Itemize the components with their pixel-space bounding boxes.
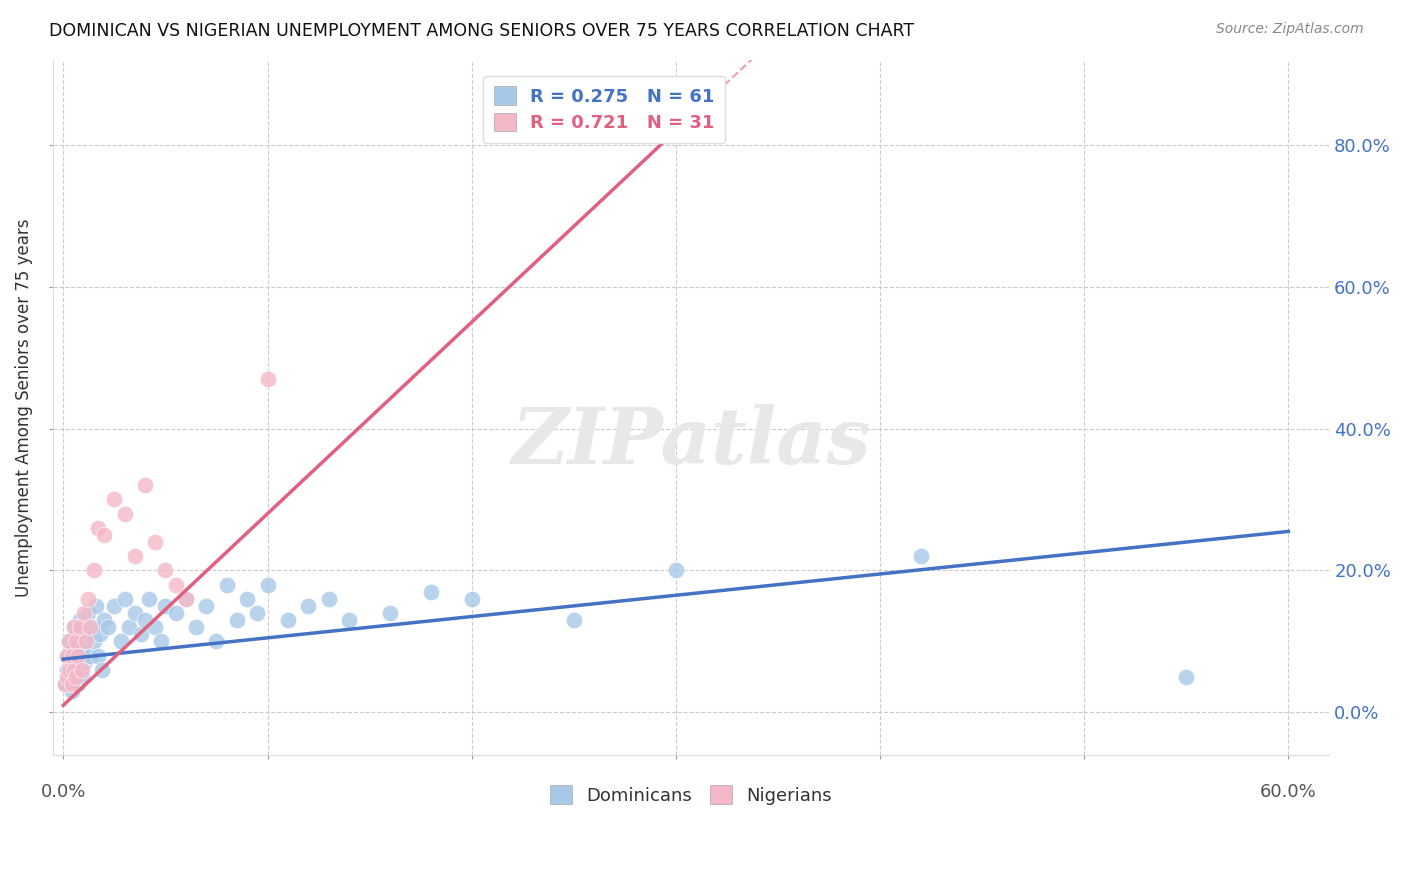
Point [87,648,110,663]
Point [134,478,156,492]
Point [84,599,107,613]
Point [87,521,110,535]
Point [93,613,115,627]
Point [165,577,187,591]
Point [60,677,83,691]
Point [58,663,80,677]
Point [256,577,278,591]
Point [124,606,146,620]
Point [69,634,91,648]
Legend: Dominicans, Nigerians: Dominicans, Nigerians [540,774,842,815]
Point [56,663,79,677]
Point [69,620,91,634]
Point [69,613,91,627]
Point [56,670,79,684]
Text: 60.0%: 60.0% [1260,783,1317,801]
Point [318,591,340,606]
Point [118,620,141,634]
Point [236,591,259,606]
Point [62,641,84,656]
Point [165,606,187,620]
Point [114,591,136,606]
Point [277,613,299,627]
Point [460,591,482,606]
Point [75,627,97,641]
Point [256,372,278,386]
Text: ZIPatlas: ZIPatlas [512,404,870,480]
Point [56,648,79,663]
Point [124,549,146,564]
Point [215,577,238,591]
Point [66,648,89,663]
Point [143,535,166,549]
Point [337,613,360,627]
Point [174,591,197,606]
Point [76,606,98,620]
Point [58,634,80,648]
Point [73,606,96,620]
Point [1175,670,1198,684]
Point [58,670,80,684]
Point [83,634,105,648]
Point [155,599,177,613]
Point [143,620,166,634]
Point [65,634,87,648]
Point [62,620,84,634]
Point [110,634,132,648]
Y-axis label: Unemployment Among Seniors over 75 years: Unemployment Among Seniors over 75 years [15,218,32,597]
Point [79,648,101,663]
Text: 0.0%: 0.0% [41,783,86,801]
Point [80,620,103,634]
Point [76,591,98,606]
Point [60,648,83,663]
Point [56,648,79,663]
Point [62,620,84,634]
Point [58,634,80,648]
Point [55,677,77,691]
Point [184,620,207,634]
Point [73,656,96,670]
Point [65,627,87,641]
Point [195,599,218,613]
Point [70,641,93,656]
Point [665,123,688,137]
Text: DOMINICAN VS NIGERIAN UNEMPLOYMENT AMONG SENIORS OVER 75 YEARS CORRELATION CHART: DOMINICAN VS NIGERIAN UNEMPLOYMENT AMONG… [49,22,914,40]
Point [60,656,83,670]
Point [66,677,89,691]
Point [297,599,319,613]
Point [205,634,228,648]
Point [134,613,156,627]
Point [419,584,441,599]
Point [225,613,247,627]
Point [174,591,197,606]
Text: Source: ZipAtlas.com: Source: ZipAtlas.com [1216,22,1364,37]
Point [103,492,125,507]
Point [66,648,89,663]
Point [103,599,125,613]
Point [378,606,401,620]
Point [70,663,93,677]
Point [91,663,114,677]
Point [60,684,83,698]
Point [62,663,84,677]
Point [910,549,932,564]
Point [79,620,101,634]
Point [89,627,111,641]
Point [70,670,93,684]
Point [129,627,152,641]
Point [138,591,160,606]
Point [246,606,269,620]
Point [75,634,97,648]
Point [150,634,173,648]
Point [114,507,136,521]
Point [65,670,87,684]
Point [562,613,585,627]
Point [83,564,105,578]
Point [65,663,87,677]
Point [93,528,115,542]
Point [97,620,120,634]
Point [155,564,177,578]
Point [665,564,688,578]
Point [55,677,77,691]
